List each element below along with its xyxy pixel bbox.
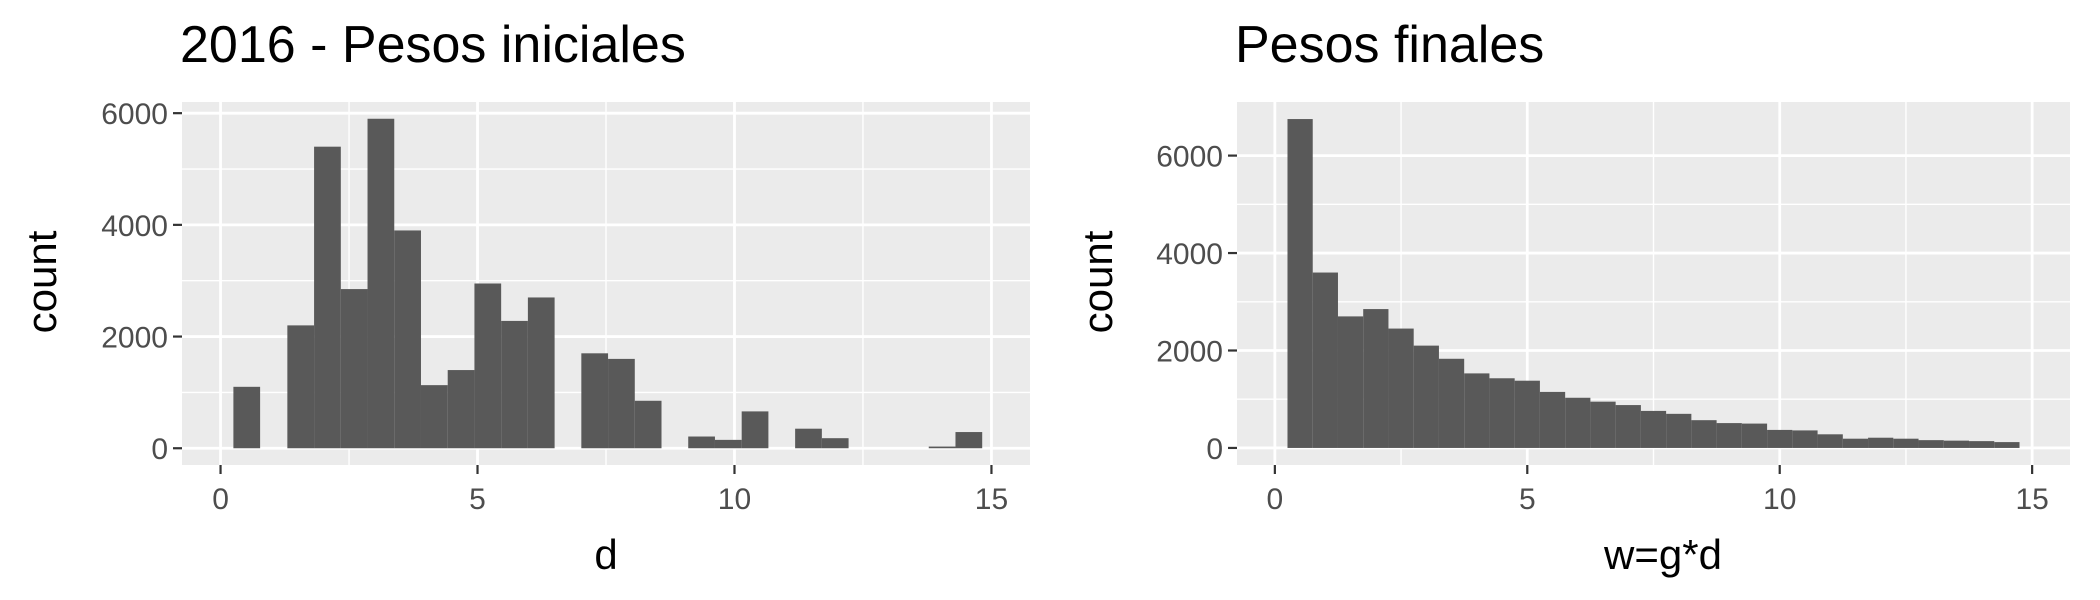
histogram-bar <box>581 353 609 449</box>
y-tick-label: 0 <box>151 433 168 466</box>
histogram-bar <box>1287 119 1313 448</box>
x-tick-label: 15 <box>2015 483 2048 516</box>
axis-ticks-initial: 0 5 10 15 0 2000 4000 6000 <box>101 98 1008 516</box>
histogram-bar <box>741 411 769 449</box>
histogram-bar <box>1388 328 1414 448</box>
histogram-bar <box>1489 378 1515 448</box>
histogram-bar <box>1514 380 1540 448</box>
histogram-bar <box>928 446 956 449</box>
y-tick-label: 4000 <box>1156 238 1223 271</box>
histogram-bar <box>474 283 502 449</box>
histogram-bar <box>955 432 983 449</box>
x-tick-label: 5 <box>1519 483 1536 516</box>
histogram-bar <box>1943 440 1970 448</box>
y-tick-label: 0 <box>1206 433 1223 466</box>
x-tick-label: 10 <box>718 483 751 516</box>
histogram-bar <box>1666 413 1692 448</box>
x-tick-label: 0 <box>212 483 229 516</box>
histogram-bar <box>1817 434 1843 448</box>
histogram-bar <box>1438 358 1465 448</box>
histogram-bar <box>1767 429 1793 448</box>
x-tick-label: 10 <box>1763 483 1796 516</box>
histogram-bar <box>287 325 315 449</box>
x-axis-title-initial: d <box>594 531 617 578</box>
histogram-bar <box>1716 423 1742 448</box>
y-tick-label: 4000 <box>101 210 168 243</box>
histogram-bar <box>420 385 448 449</box>
histogram-bar <box>501 320 528 449</box>
histogram-bar <box>1792 430 1818 448</box>
axis-ticks-final: 0 5 10 15 0 2000 4000 6000 <box>1156 141 2049 516</box>
histogram-bar <box>1918 440 1944 448</box>
histogram-bar <box>821 438 849 449</box>
histogram-bars-initial <box>233 118 983 449</box>
histogram-bar <box>1464 373 1490 448</box>
histogram-bar <box>1337 316 1364 448</box>
histogram-bar <box>1312 272 1338 448</box>
histogram-bar <box>1691 420 1717 448</box>
histogram-bar <box>233 386 261 449</box>
histogram-bar <box>1565 397 1591 448</box>
histogram-bar <box>1893 438 1919 448</box>
histogram-bar <box>1868 437 1894 448</box>
y-tick-label: 6000 <box>101 98 168 131</box>
histogram-bar <box>314 146 341 449</box>
x-tick-label: 15 <box>975 483 1008 516</box>
histogram-bar <box>1842 438 1869 448</box>
panel-initial-weights: 2016 - Pesos iniciales 0 5 10 15 0 2000 4000 60… <box>18 16 1030 578</box>
histogram-bar <box>1363 309 1389 448</box>
histogram-bar <box>447 370 475 449</box>
histogram-bar <box>1590 401 1616 448</box>
histogram-bar <box>714 439 742 449</box>
histogram-bar <box>1640 410 1667 448</box>
histogram-bar <box>340 289 368 449</box>
histogram-bar <box>394 230 421 449</box>
histogram-bar <box>527 297 555 449</box>
x-tick-label: 0 <box>1267 483 1284 516</box>
histogram-bar <box>1994 442 2020 448</box>
y-axis-title-initial: count <box>18 230 65 333</box>
x-axis-title-final: w=g*d <box>1603 531 1722 578</box>
histogram-bar <box>795 428 822 449</box>
x-tick-label: 5 <box>469 483 486 516</box>
histogram-bar <box>1969 441 1995 448</box>
histogram-bar <box>1615 405 1641 448</box>
y-tick-label: 6000 <box>1156 141 1223 174</box>
histogram-bar <box>1539 391 1566 448</box>
histogram-bar <box>688 436 715 449</box>
histogram-bars-final <box>1287 119 2020 448</box>
histogram-bar <box>634 400 662 449</box>
y-tick-label: 2000 <box>1156 335 1223 368</box>
histogram-bar <box>608 358 635 449</box>
y-tick-label: 2000 <box>101 322 168 355</box>
chart-title-initial: 2016 - Pesos iniciales <box>180 16 686 74</box>
histogram-bar <box>1741 423 1768 448</box>
chart-title-final: Pesos finales <box>1235 16 1544 74</box>
y-axis-title-final: count <box>1074 230 1121 333</box>
histogram-bar <box>1413 345 1439 448</box>
histogram-bar <box>367 118 395 449</box>
